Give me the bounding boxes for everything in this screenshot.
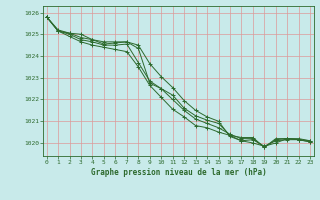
X-axis label: Graphe pression niveau de la mer (hPa): Graphe pression niveau de la mer (hPa) (91, 168, 266, 177)
